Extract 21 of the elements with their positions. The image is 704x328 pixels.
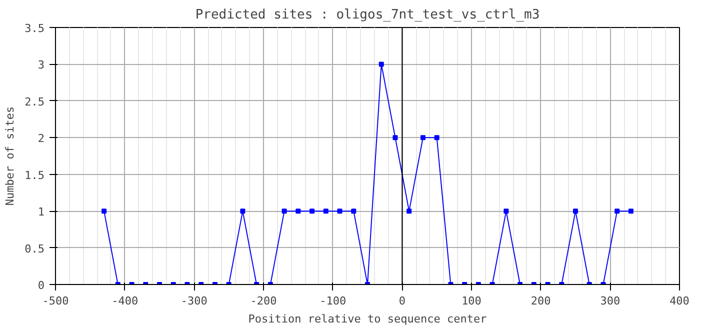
y-tick-label: 1: [38, 206, 44, 219]
x-tick-label: 300: [600, 294, 620, 308]
y-tick-label: 2.5: [24, 95, 45, 108]
y-tick-label: 3: [38, 58, 44, 72]
x-tick-label: 0: [398, 294, 406, 308]
x-tick-label: -300: [180, 294, 208, 308]
y-tick-label: 0: [38, 279, 44, 292]
x-axis-title: Position relative to sequence center: [248, 312, 488, 326]
x-tick-label: 100: [462, 294, 482, 308]
x-tick-label: 400: [670, 294, 690, 308]
x-tick-label: -200: [250, 294, 277, 308]
y-tick-label: 3.5: [24, 22, 45, 35]
x-tick-label: -400: [112, 294, 138, 308]
y-axis-title: Number of sites: [4, 106, 17, 206]
x-tick-label: 200: [530, 294, 551, 308]
y-tick-label: 2: [38, 132, 44, 146]
x-tick-label: -500: [42, 294, 69, 308]
y-tick-label: 1.5: [24, 168, 45, 182]
chart-title: Predicted sites : oligos_7nt_test_vs_ctrl_m3: [195, 8, 540, 22]
y-tick-label: 0.5: [24, 242, 45, 256]
x-tick-label: -100: [320, 294, 346, 308]
